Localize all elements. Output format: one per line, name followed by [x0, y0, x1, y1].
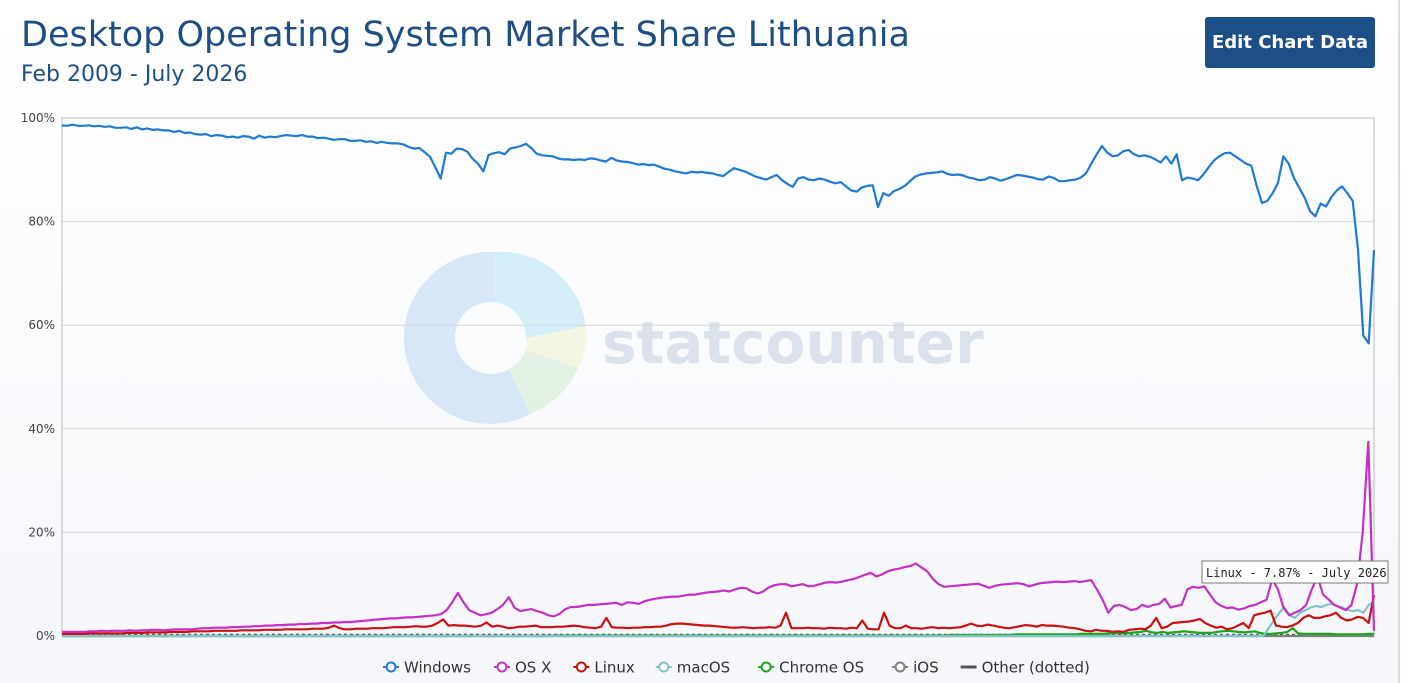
y-tick-label: 20%: [28, 525, 55, 539]
watermark-ring-green: [509, 350, 578, 414]
legend-marker-icon: [760, 661, 772, 673]
legend-item-chrome-os[interactable]: Chrome OS: [758, 659, 864, 677]
legend-label: Windows: [404, 659, 471, 677]
tooltip-box: [1201, 560, 1389, 584]
legend-label: iOS: [913, 659, 939, 677]
legend-marker-icon: [894, 661, 906, 673]
legend-marker-icon: [658, 661, 670, 673]
watermark-ring-blue: [403, 251, 530, 424]
plot-frame: [61, 117, 1375, 637]
edit-chart-data-button[interactable]: Edit Chart Data: [1205, 17, 1375, 68]
chart-subtitle: Feb 2009 - July 2026: [21, 62, 248, 87]
page-edge: [1398, 0, 1400, 683]
legend-label: Chrome OS: [779, 659, 864, 677]
legend-item-linux[interactable]: Linux: [573, 659, 635, 677]
y-tick-label: 40%: [28, 422, 55, 436]
legend-label: OS X: [515, 659, 551, 677]
y-tick-label: 0%: [36, 629, 55, 643]
legend-marker-icon: [496, 661, 508, 673]
grid-lines: [62, 117, 1374, 637]
y-axis-ticks: 0% 20% 40% 60% 80% 100%: [21, 111, 55, 643]
legend-item-other-dotted[interactable]: Other (dotted): [960, 659, 1090, 677]
legend-label: Linux: [594, 659, 635, 677]
legend-item-macos[interactable]: macOS: [655, 659, 730, 677]
legend-marker-icon: [385, 661, 397, 673]
legend-label: Other (dotted): [982, 659, 1090, 677]
series-line-linux: [62, 594, 1376, 636]
legend-marker-icon: [575, 661, 587, 673]
statcounter-watermark: statcounter: [403, 251, 984, 424]
legend-item-ios[interactable]: iOS: [892, 659, 939, 677]
series-line-windows: [61, 123, 1376, 345]
series-lines: [61, 123, 1376, 638]
y-tick-label: 60%: [28, 318, 55, 332]
watermark-text: statcounter: [602, 309, 984, 377]
tooltip-text: Linux - 7.87% - July 2026: [1206, 566, 1387, 580]
series-line-os-x: [62, 440, 1376, 634]
y-tick-label: 100%: [21, 111, 55, 125]
chart-title: Desktop Operating System Market Share Li…: [21, 15, 910, 55]
tooltip: Linux - 7.87% - July 2026: [1201, 560, 1389, 584]
watermark-ring-yellow: [526, 326, 587, 368]
legend-item-os-x[interactable]: OS X: [493, 659, 551, 677]
legend-item-windows[interactable]: Windows: [383, 659, 471, 677]
legend: Windows OS X Linux macOS Chrome OS iOS Other (…: [383, 659, 1090, 677]
series-line-macos: [62, 601, 1375, 638]
legend-label: macOS: [677, 659, 730, 677]
y-tick-label: 80%: [28, 215, 55, 229]
watermark-ring-cyan: [494, 251, 586, 338]
